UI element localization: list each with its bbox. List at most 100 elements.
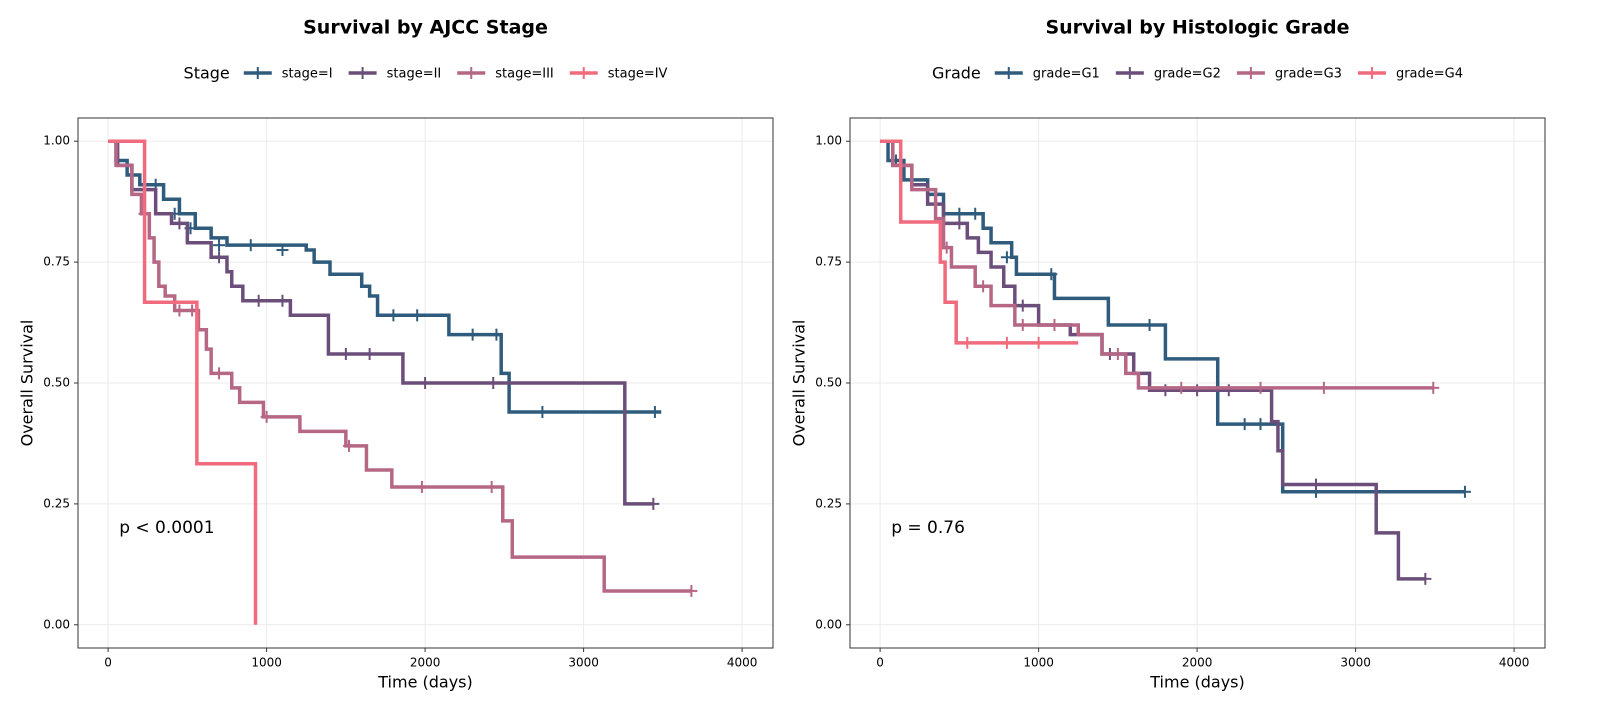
censor-mark <box>1016 299 1029 312</box>
survival-curve <box>880 139 1426 581</box>
censor-mark <box>1427 381 1440 394</box>
censor-mark <box>173 304 186 317</box>
legend-title: Stage <box>184 64 230 83</box>
y-axis-label: Overall Survival <box>18 320 37 447</box>
x-tick-label: 1000 <box>1023 656 1054 670</box>
legend-label: grade=G3 <box>1275 67 1342 82</box>
y-axis-label: Overall Survival <box>790 320 809 447</box>
plot-border <box>77 117 774 649</box>
legend-label: stage=IV <box>608 67 668 82</box>
censor-mark <box>1175 381 1188 394</box>
legend: Grade grade=G1 grade=G2 grade=G3 grade=G4 <box>932 64 1463 83</box>
censor-mark <box>1016 318 1029 331</box>
censor-mark <box>1309 478 1322 491</box>
y-tick-label: 0.00 <box>815 617 842 631</box>
y-tick-label: 0.25 <box>43 496 70 510</box>
censor-mark <box>685 584 698 597</box>
y-tick-label: 0.00 <box>43 617 70 631</box>
censor-mark <box>1048 318 1061 331</box>
plot-border <box>849 117 1546 649</box>
censor-mark <box>363 347 376 360</box>
annotation: p < 0.0001 <box>119 518 214 538</box>
censor-mark <box>648 406 661 419</box>
y-tick-label: 0.75 <box>815 255 842 269</box>
annotation: p = 0.76 <box>891 518 965 538</box>
censor-mark <box>339 347 352 360</box>
x-tick-label: 2000 <box>1182 656 1213 670</box>
y-tick-label: 0.50 <box>815 376 842 390</box>
censor-mark <box>276 294 289 307</box>
censor-mark <box>647 497 660 510</box>
chart-title: Survival by Histologic Grade <box>1045 17 1349 39</box>
x-tick-label: 0 <box>876 656 884 670</box>
censor-mark <box>260 410 273 423</box>
survival-curve <box>880 139 1079 345</box>
x-tick-label: 1000 <box>251 656 282 670</box>
censor-mark <box>1159 384 1172 397</box>
x-axis-label: Time (days) <box>1149 673 1245 692</box>
survival-curve <box>880 139 1465 494</box>
censor-mark <box>387 309 400 322</box>
y-tick-label: 1.00 <box>815 134 842 148</box>
survival-curve <box>108 139 258 625</box>
censor-mark <box>1458 485 1471 498</box>
censor-mark <box>1238 418 1251 431</box>
y-tick-label: 1.00 <box>43 134 70 148</box>
censor-mark <box>1032 336 1045 349</box>
y-tick-label: 0.25 <box>815 496 842 510</box>
legend-label: grade=G1 <box>1033 67 1100 82</box>
x-tick-label: 3000 <box>1340 656 1371 670</box>
censor-mark <box>419 377 432 389</box>
x-tick-label: 0 <box>104 656 112 670</box>
y-tick-label: 0.75 <box>43 255 70 269</box>
censor-mark <box>1000 251 1013 264</box>
censor-mark <box>276 244 289 257</box>
censor-mark <box>953 217 966 230</box>
censor-mark <box>1191 384 1204 397</box>
censor-mark <box>1111 347 1124 360</box>
censor-mark <box>252 294 265 307</box>
censor-mark <box>1000 336 1013 349</box>
censor-mark <box>1317 381 1330 394</box>
censor-mark <box>173 217 186 230</box>
legend-label: stage=III <box>495 67 553 82</box>
survival-curve <box>108 139 654 506</box>
censor-mark <box>244 239 257 252</box>
censor-mark <box>485 480 498 493</box>
x-tick-label: 4000 <box>727 656 758 670</box>
censor-mark <box>940 241 953 254</box>
censor-mark <box>213 251 226 264</box>
censor-mark <box>1419 572 1432 585</box>
censor-mark <box>487 377 500 389</box>
censor-mark <box>961 336 974 349</box>
censor-mark <box>213 239 226 252</box>
legend-label: grade=G4 <box>1396 67 1463 82</box>
legend: Stage stage=I stage=II stage=III stage=IV <box>184 64 668 83</box>
legend-label: grade=G2 <box>1154 67 1221 82</box>
survival-curve <box>108 139 662 414</box>
censor-mark <box>1254 381 1267 394</box>
censor-mark <box>415 480 428 493</box>
panel: Survival by AJCC Stage 0.00 0.25 0.50 0.75 1.… <box>18 17 774 692</box>
censor-mark <box>977 280 990 293</box>
survival-curve <box>108 139 692 593</box>
x-tick-label: 2000 <box>410 656 441 670</box>
censor-mark <box>1045 268 1058 281</box>
x-axis-label: Time (days) <box>377 673 473 692</box>
censor-mark <box>213 367 226 380</box>
panel: Survival by Histologic Grade 0.00 0.25 0.50… <box>790 17 1546 692</box>
legend-label: stage=I <box>282 67 333 82</box>
censor-mark <box>1254 418 1267 431</box>
survival-curve <box>880 139 1434 390</box>
chart-title: Survival by AJCC Stage <box>303 17 548 39</box>
x-tick-label: 4000 <box>1499 656 1530 670</box>
censor-mark <box>1222 384 1235 397</box>
censor-mark <box>343 439 356 452</box>
censor-mark <box>969 207 982 220</box>
censor-mark <box>536 406 549 419</box>
censor-mark <box>411 309 424 322</box>
censor-mark <box>466 328 479 341</box>
y-tick-label: 0.50 <box>43 376 70 390</box>
legend-label: stage=II <box>387 67 442 82</box>
